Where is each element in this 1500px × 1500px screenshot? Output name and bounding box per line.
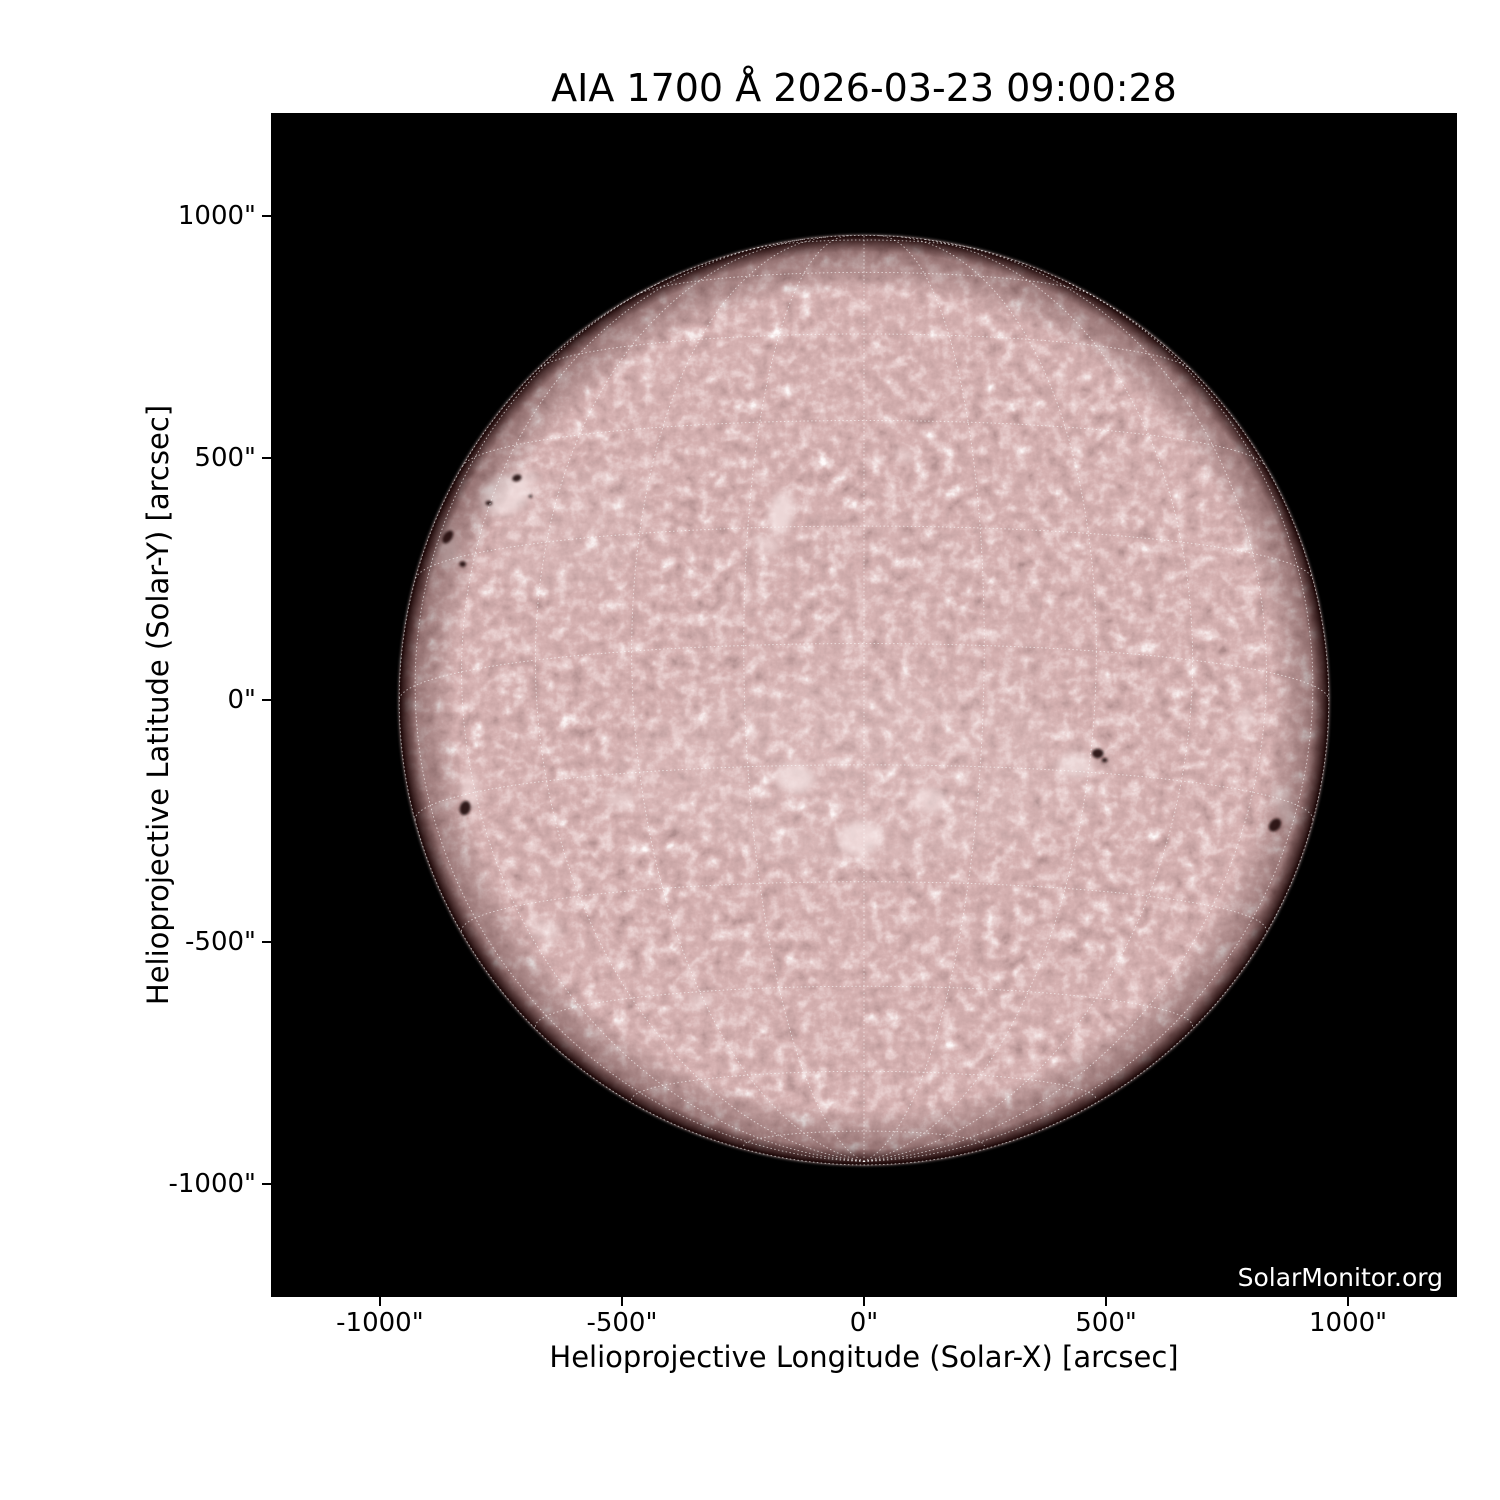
y-tick-label: -500" (185, 927, 256, 958)
y-tick-label: 1000" (177, 201, 256, 232)
y-tick-label: 500" (194, 443, 256, 474)
heliographic-grid (398, 234, 1330, 1166)
y-tick-mark (262, 1183, 271, 1186)
x-tick-label: -1000" (336, 1308, 424, 1338)
x-tick-mark (1105, 1297, 1108, 1306)
x-tick-mark (620, 1297, 623, 1306)
y-tick-label: -1000" (168, 1169, 256, 1200)
x-axis-label: Helioprojective Longitude (Solar-X) [arc… (549, 1340, 1179, 1374)
x-tick-mark (863, 1297, 865, 1306)
x-tick-mark (378, 1297, 381, 1306)
x-tick-mark (1347, 1297, 1350, 1306)
watermark: SolarMonitor.org (1237, 1263, 1443, 1292)
plot-area: SolarMonitor.org (271, 113, 1457, 1297)
y-tick-label: 0" (227, 685, 256, 716)
x-tick-label: 1000" (1309, 1308, 1388, 1338)
x-tick-label: 500" (1075, 1308, 1137, 1338)
plot-title: AIA 1700 Å 2026-03-23 09:00:28 (551, 66, 1177, 110)
y-tick-mark (262, 941, 271, 944)
x-tick-label: -500" (586, 1308, 658, 1338)
y-tick-mark (262, 215, 271, 218)
solar-disk-image (398, 234, 1330, 1166)
y-tick-mark (262, 457, 271, 460)
y-tick-mark (262, 699, 271, 702)
x-tick-label: 0" (849, 1308, 879, 1338)
